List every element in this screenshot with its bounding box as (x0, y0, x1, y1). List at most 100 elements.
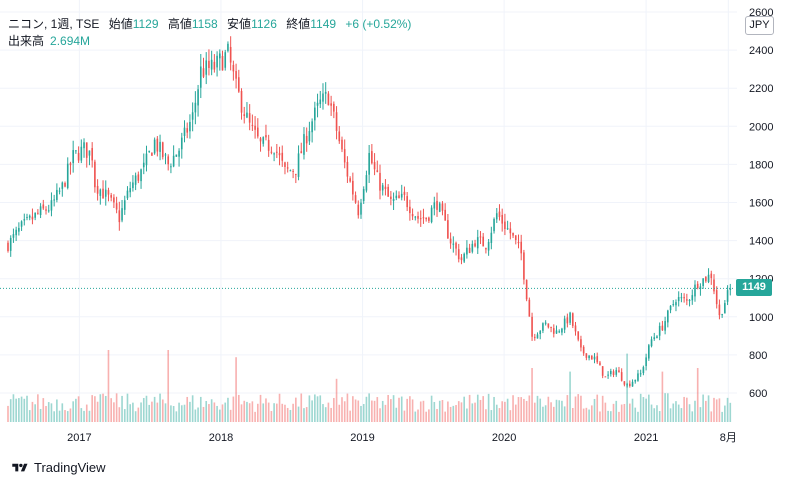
candle-body (343, 149, 346, 163)
candle-body (145, 153, 148, 166)
candle-body (585, 353, 588, 358)
symbol-title[interactable]: ニコン, 1週, TSE (8, 17, 100, 31)
volume-bar (558, 400, 561, 422)
volume-bar (330, 407, 332, 422)
volume-bar (276, 403, 278, 422)
candle-body (80, 146, 83, 161)
candle-body (104, 189, 107, 197)
candle-body (514, 235, 517, 241)
candle-body (137, 174, 140, 181)
volume-bar (658, 411, 661, 422)
candle-body (574, 325, 577, 332)
volume-bar (243, 400, 246, 422)
volume-bar (590, 405, 593, 422)
candle-body (705, 276, 707, 282)
candle-body (648, 345, 650, 359)
volume-bar (91, 395, 93, 422)
volume-bar (338, 404, 341, 422)
volume-bar (37, 394, 39, 422)
volume-bar (102, 393, 104, 422)
volume-bar (487, 393, 490, 422)
volume-bar (395, 407, 398, 422)
volume-bar (411, 399, 414, 422)
volume-bar (123, 409, 126, 422)
tradingview-branding[interactable]: TradingView (10, 460, 106, 475)
candle-body (284, 162, 286, 167)
candle-body (205, 60, 208, 75)
volume-bar (653, 408, 656, 422)
candle-body (94, 161, 96, 188)
candle-body (235, 71, 237, 79)
candle-body (696, 283, 699, 289)
candle-body (64, 183, 66, 187)
volume-bar (254, 411, 256, 422)
volume-bar (425, 411, 427, 422)
volume-bar (539, 398, 542, 422)
time-axis[interactable]: 2017 2018 2019 2020 2021 8月 (67, 432, 737, 444)
candle-body (707, 274, 710, 283)
volume-bar (677, 404, 680, 422)
candle-body (341, 139, 343, 150)
candle-body (319, 99, 322, 105)
volume-bar (455, 405, 457, 422)
volume-bar (262, 403, 265, 422)
volume-bar (707, 395, 710, 422)
price-axis[interactable]: 2600240022002000180016001400120010008006… (749, 7, 773, 400)
volume-bar (569, 371, 571, 422)
volume-bar (346, 393, 349, 422)
candle-body (20, 221, 23, 227)
volume-bar (371, 400, 373, 422)
candle-body (680, 297, 683, 299)
candle-body (441, 203, 444, 211)
tradingview-logo-icon (10, 462, 30, 474)
candle-body (115, 203, 118, 210)
volume-bar (588, 409, 590, 422)
candle-body (202, 68, 205, 77)
volume-bar (99, 394, 102, 422)
volume-bar (656, 405, 658, 422)
volume-bar (180, 405, 183, 422)
currency-button[interactable]: JPY (745, 16, 774, 35)
volume-bar (229, 409, 232, 422)
volume-bar (520, 397, 523, 422)
volume-bar (531, 368, 533, 422)
candle-body (645, 357, 647, 367)
candle-body (289, 170, 292, 172)
candle-body (590, 355, 593, 360)
candle-body (528, 299, 531, 317)
volume-bar (289, 409, 292, 422)
volume-bar (278, 393, 281, 422)
volume-bar (164, 403, 167, 422)
volume-bar (468, 394, 471, 422)
volume-bar (683, 396, 685, 422)
volume-bar (297, 406, 300, 422)
candle-body (335, 112, 338, 131)
candle-body (444, 209, 446, 221)
volume-bar (368, 393, 370, 422)
candle-body (305, 135, 308, 144)
candle-body (403, 191, 406, 195)
candle-body (197, 89, 199, 106)
volume-bar (390, 399, 392, 422)
volume-bar (20, 396, 23, 422)
candle-body (710, 273, 713, 279)
volume-bar (9, 399, 12, 422)
candle-body (175, 154, 178, 157)
volume-bar (514, 404, 517, 422)
candle-body (523, 252, 525, 280)
candle-body (118, 210, 121, 223)
volume-bar (379, 408, 381, 422)
volume-bar (460, 402, 463, 422)
candle-body (129, 188, 132, 193)
candle-body (164, 154, 167, 156)
volume-bar (631, 398, 634, 422)
candle-body (295, 173, 297, 175)
volume-bar (430, 395, 433, 422)
candle-body (314, 107, 316, 121)
candle-body (449, 238, 452, 244)
volume-bar (490, 410, 493, 422)
price-tick-label: 600 (749, 388, 767, 400)
volume-bar (634, 407, 637, 422)
candle-body (346, 161, 349, 177)
